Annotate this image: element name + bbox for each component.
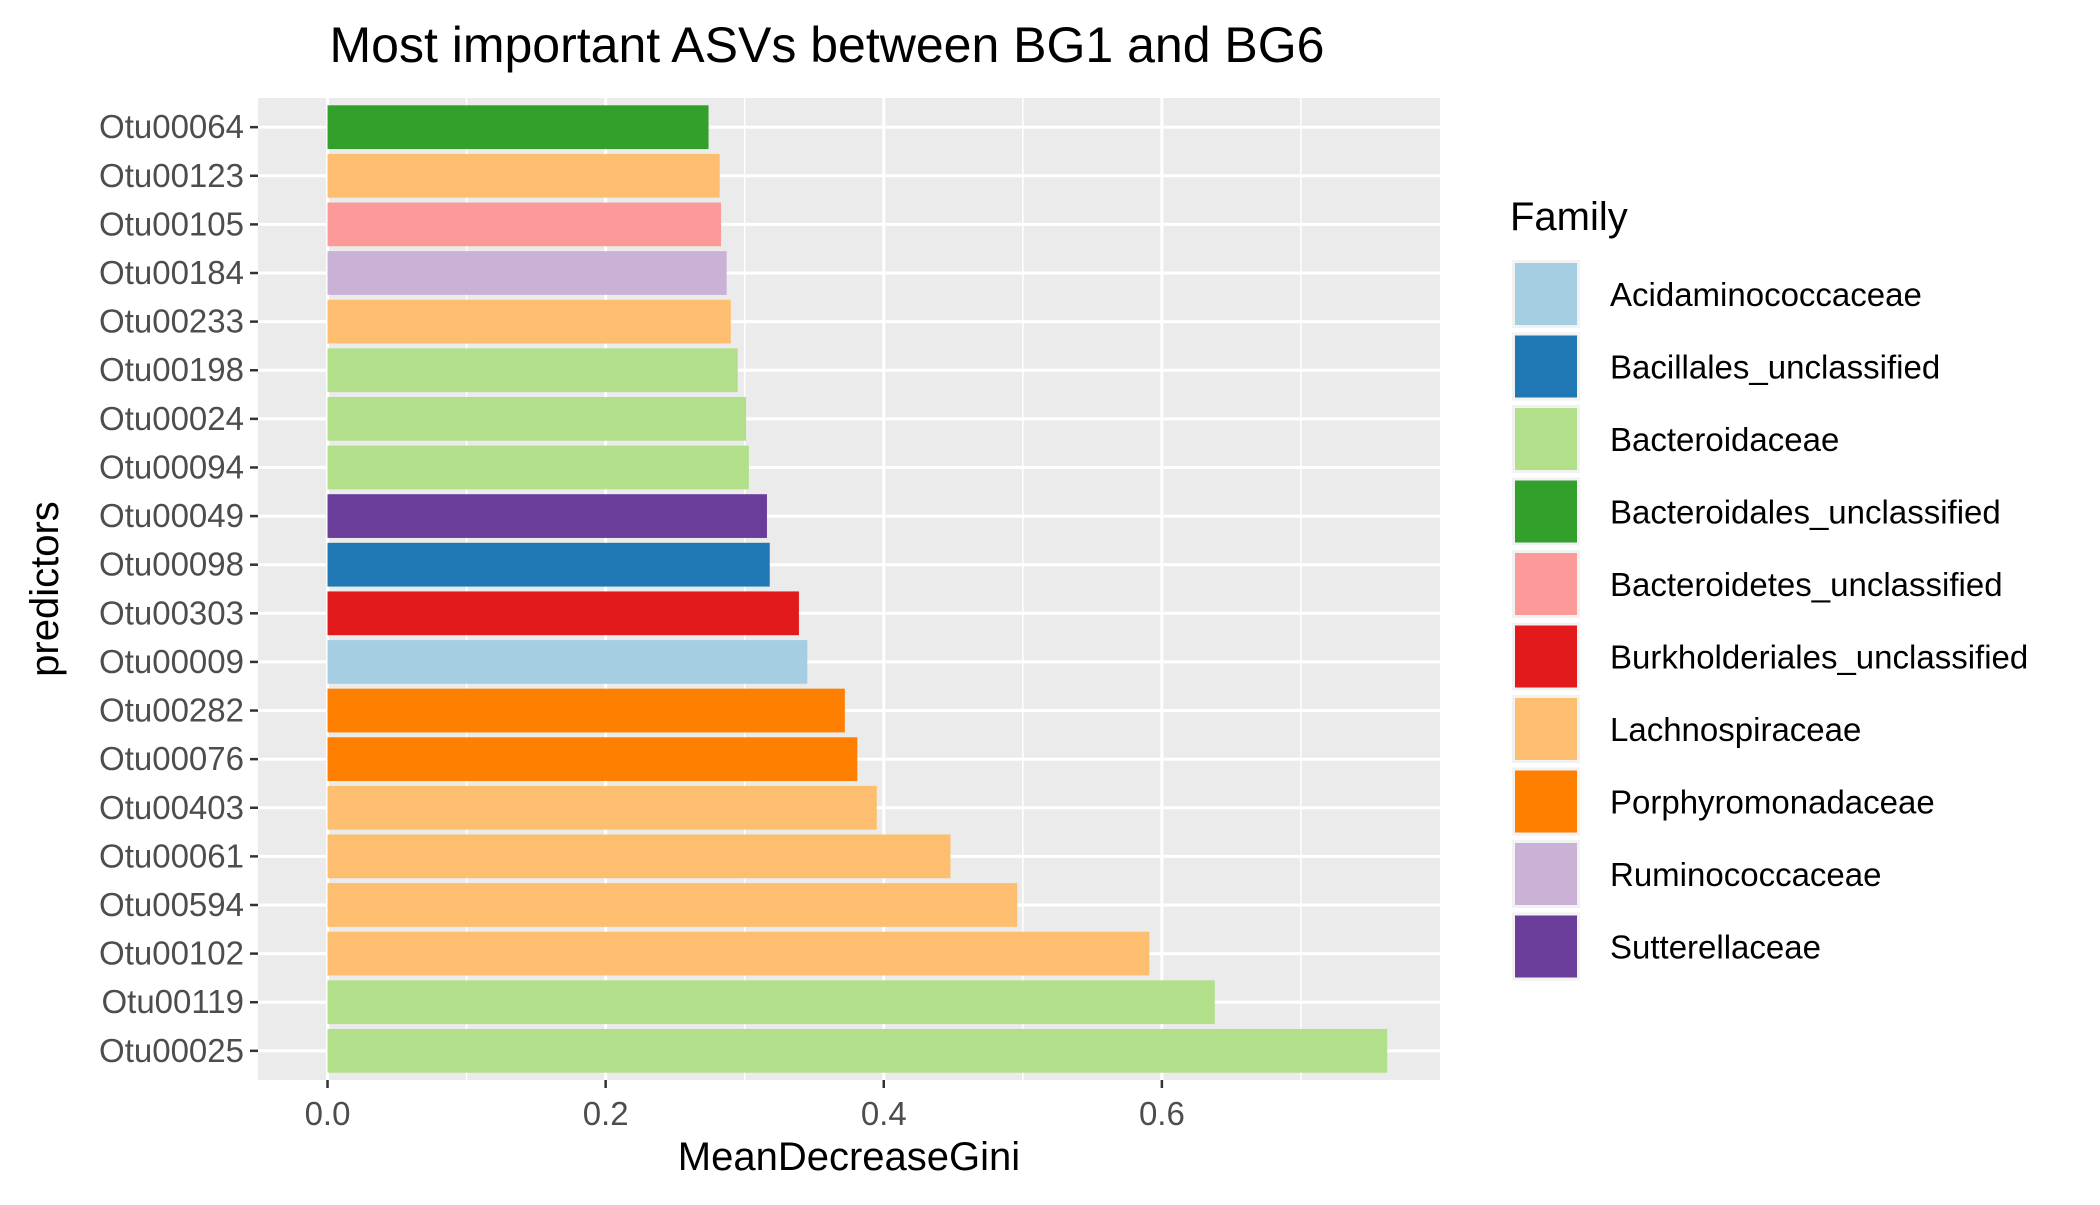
y-tick-label: Otu00061 — [99, 837, 244, 874]
bar-otu00184 — [327, 251, 727, 295]
bar-otu00009 — [327, 640, 808, 684]
bar-otu00024 — [327, 396, 747, 441]
bar-otu00076 — [327, 737, 858, 782]
bar-otu00123 — [327, 153, 720, 198]
bar-otu00098 — [327, 542, 770, 587]
bar-otu00049 — [327, 494, 767, 538]
legend-label: Burkholderiales_unclassified — [1610, 639, 2028, 676]
bar-otu00061 — [327, 834, 951, 879]
y-tick-label: Otu00102 — [99, 935, 244, 972]
bar-otu00105 — [327, 202, 722, 247]
y-tick-label: Otu00064 — [99, 108, 244, 145]
y-tick-label: Otu00282 — [99, 692, 244, 729]
legend-swatch — [1515, 625, 1577, 688]
y-tick-label: Otu00025 — [99, 1032, 244, 1069]
legend: Family Acidaminococcaceae Bacillales_uncl… — [1510, 195, 2028, 981]
y-tick-label: Otu00594 — [99, 886, 244, 923]
bar-otu00282 — [327, 688, 845, 733]
y-tick-label: Otu00198 — [99, 351, 244, 388]
x-axis: 0.0 0.2 0.4 0.6 — [305, 1080, 1185, 1132]
y-tick-label: Otu00184 — [99, 254, 244, 291]
y-tick-label: Otu00049 — [99, 497, 244, 534]
y-tick-label: Otu00123 — [99, 157, 244, 194]
legend-label: Acidaminococcaceae — [1610, 276, 1922, 313]
y-axis: Otu00064 Otu00123 Otu00105 Otu00184 Otu00233… — [99, 108, 258, 1069]
bar-otu00119 — [327, 980, 1215, 1025]
bar-otu00102 — [327, 931, 1150, 976]
legend-swatch — [1515, 335, 1577, 398]
chart-title: Most important ASVs between BG1 and BG6 — [330, 17, 1325, 73]
legend-label: Bacteroidales_unclassified — [1610, 494, 2001, 531]
y-tick-label: Otu00119 — [101, 983, 244, 1020]
legend-swatch — [1515, 698, 1577, 760]
legend-swatch — [1515, 263, 1577, 325]
y-tick-label: Otu00105 — [99, 205, 244, 242]
bar-otu00233 — [327, 299, 731, 344]
legend-label: Bacillales_unclassified — [1610, 349, 1940, 386]
bar-otu00198 — [327, 348, 738, 393]
y-axis-title: predictors — [23, 501, 67, 677]
legend-swatch — [1515, 915, 1577, 978]
bar-otu00094 — [327, 445, 749, 490]
legend-swatch — [1515, 843, 1577, 905]
y-tick-label: Otu00233 — [99, 303, 244, 340]
legend-label: Bacteroidaceae — [1610, 421, 1839, 458]
legend-label: Lachnospiraceae — [1610, 711, 1861, 748]
legend-label: Porphyromonadaceae — [1610, 784, 1935, 821]
legend-swatch — [1515, 408, 1577, 470]
y-tick-label: Otu00094 — [99, 448, 244, 485]
legend-label: Sutterellaceae — [1610, 929, 1821, 966]
legend-label: Ruminococcaceae — [1610, 856, 1881, 893]
x-tick-label: 0.0 — [305, 1095, 351, 1132]
y-tick-label: Otu00303 — [99, 594, 244, 631]
legend-swatch — [1515, 480, 1577, 543]
legend-title: Family — [1510, 195, 1628, 239]
legend-swatch — [1515, 770, 1577, 833]
bar-otu00303 — [327, 591, 799, 636]
x-axis-title: MeanDecreaseGini — [678, 1135, 1020, 1179]
bar-otu00403 — [327, 785, 877, 830]
bar-otu00064 — [327, 105, 709, 150]
y-tick-label: Otu00076 — [99, 740, 244, 777]
bars — [327, 105, 1388, 1073]
x-tick-label: 0.2 — [583, 1095, 629, 1132]
bar-otu00025 — [327, 1028, 1388, 1073]
legend-swatch — [1515, 553, 1577, 615]
y-tick-label: Otu00009 — [99, 643, 244, 680]
legend-entries: Acidaminococcaceae Bacillales_unclassifie… — [1512, 260, 2028, 981]
legend-label: Bacteroidetes_unclassified — [1610, 566, 2003, 603]
y-tick-label: Otu00024 — [99, 400, 244, 437]
y-tick-label: Otu00098 — [99, 546, 244, 583]
y-tick-label: Otu00403 — [99, 789, 244, 826]
bar-otu00594 — [327, 883, 1018, 927]
x-tick-label: 0.6 — [1139, 1095, 1185, 1132]
x-tick-label: 0.4 — [861, 1095, 907, 1132]
